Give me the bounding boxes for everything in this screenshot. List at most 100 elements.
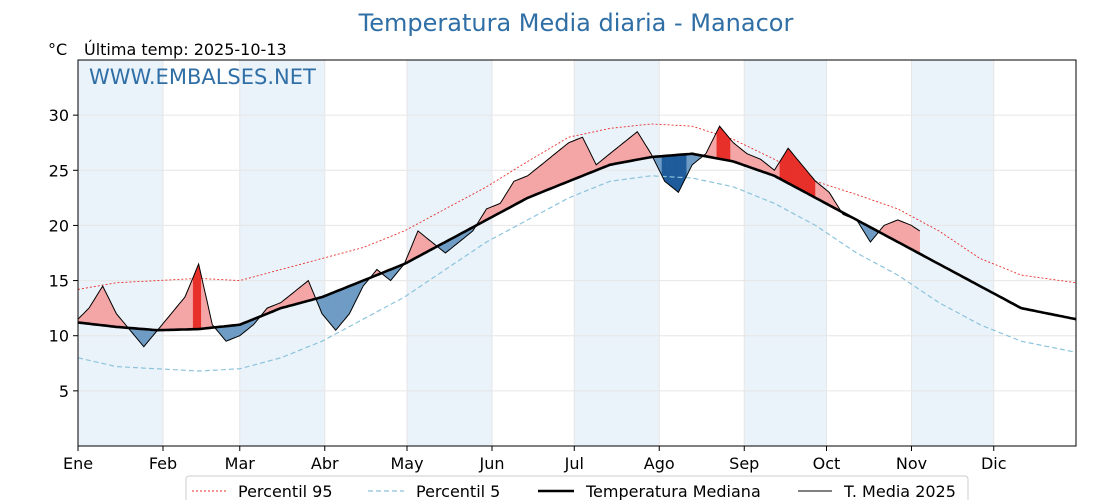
series-line-median [77, 152, 1077, 332]
fill-below-median [672, 154, 676, 191]
fill-above-median [417, 230, 421, 258]
fill-above-median [911, 224, 915, 252]
fill-above-median [738, 146, 742, 165]
fill-above-median [563, 144, 567, 184]
fill-below-median [667, 155, 671, 187]
fill-above-median [554, 151, 559, 188]
fill-above-median [727, 135, 731, 162]
fill-below-median [329, 292, 334, 328]
fill-above-median [796, 157, 800, 190]
x-tick-label: Ene [63, 454, 93, 473]
y-unit-label: °C [48, 40, 67, 59]
fill-above-median [519, 177, 523, 203]
fill-above-median [299, 284, 304, 304]
fill-above-median [190, 277, 194, 330]
fill-above-median [903, 221, 907, 247]
fill-above-median [524, 175, 528, 200]
y-tick-label: 30 [49, 106, 69, 125]
fill-above-median [565, 142, 570, 183]
fill-above-median [905, 222, 910, 249]
fill-above-median [305, 280, 309, 302]
month-band [744, 60, 827, 446]
last-update-label: Última temp: 2025-10-13 [84, 40, 287, 59]
fill-above-median [894, 219, 899, 243]
fill-above-median [192, 270, 197, 330]
x-axis-ticks: Ene Feb Mar Abr May Jun Jul Ago Sep Oct Nov Dic [63, 446, 1007, 473]
month-band [911, 60, 994, 446]
y-tick-label: 5 [59, 382, 69, 401]
fill-above-median [892, 220, 896, 241]
fill-above-median [571, 140, 575, 181]
x-tick-label: Jul [564, 454, 584, 473]
legend: Percentil 95 Percentil 5 Temperatura Media… [185, 475, 969, 500]
legend-label-median: Temperatura Mediana [585, 482, 761, 500]
fill-above-median [535, 166, 539, 195]
fill-above-median [179, 299, 183, 330]
x-tick-label: Abr [311, 454, 339, 473]
legend-label-p95: Percentil 95 [238, 482, 333, 500]
fill-above-median [804, 167, 808, 194]
fill-above-median [521, 176, 526, 202]
fill-below-median [343, 286, 347, 321]
fill-above-median [631, 133, 635, 161]
fill-above-median [735, 144, 740, 164]
plot-frame [77, 59, 1077, 447]
fill-above-median [546, 157, 550, 191]
x-tick-label: May [390, 454, 423, 473]
fill-above-median [96, 289, 101, 326]
y-axis-ticks: 5 10 15 20 25 30 [49, 106, 78, 401]
fill-below-median [225, 325, 230, 342]
fill-above-median [719, 125, 723, 160]
fill-above-median [626, 137, 630, 162]
fill-below-median [338, 289, 342, 328]
x-tick-label: Oct [813, 454, 841, 473]
x-tick-label: Ago [644, 454, 675, 473]
month-band [574, 60, 660, 446]
x-tick-label: Sep [729, 454, 759, 473]
fill-above-median [576, 137, 580, 179]
fill-above-median [195, 263, 199, 330]
fill-below-median [335, 290, 339, 331]
fill-above-median [99, 285, 103, 326]
fill-above-median [557, 148, 561, 187]
fill-above-median [176, 303, 180, 330]
fill-above-median [530, 170, 534, 198]
fill-below-median [346, 285, 350, 318]
y-tick-label: 15 [49, 272, 69, 291]
fill-above-median [900, 220, 904, 246]
fill-below-median [236, 324, 241, 338]
x-tick-label: Nov [896, 454, 927, 473]
x-tick-label: Mar [225, 454, 256, 473]
fill-above-median [102, 285, 106, 326]
fill-above-median [617, 144, 622, 164]
fill-above-median [801, 164, 805, 193]
fill-below-median [228, 325, 232, 341]
fill-above-median [897, 219, 901, 244]
fill-above-median [798, 160, 803, 191]
month-band [78, 60, 163, 446]
watermark: WWW.EMBALSES.NET [89, 65, 316, 89]
fill-below-median [327, 293, 331, 325]
fill-above-median [628, 135, 633, 162]
fill-above-median [815, 180, 819, 200]
series-line-p5 [77, 175, 1077, 372]
fill-below-median [340, 287, 345, 325]
fill-above-median [620, 142, 624, 164]
fill-below-median [664, 155, 668, 185]
fill-below-median [669, 155, 674, 189]
fill-above-median [513, 179, 517, 206]
fill-above-median [722, 128, 726, 161]
fill-above-median [560, 146, 564, 185]
fill-above-median [568, 141, 572, 182]
fill-above-median [527, 173, 531, 199]
legend-box [185, 475, 969, 500]
fill-above-median [913, 226, 918, 253]
fill-above-median [549, 155, 553, 190]
legend-label-p5: Percentil 5 [416, 482, 500, 500]
y-tick-label: 25 [49, 161, 69, 180]
fill-above-median [908, 223, 912, 250]
fill-below-median [675, 154, 679, 193]
fill-below-median [234, 324, 238, 339]
y-tick-label: 20 [49, 216, 69, 235]
